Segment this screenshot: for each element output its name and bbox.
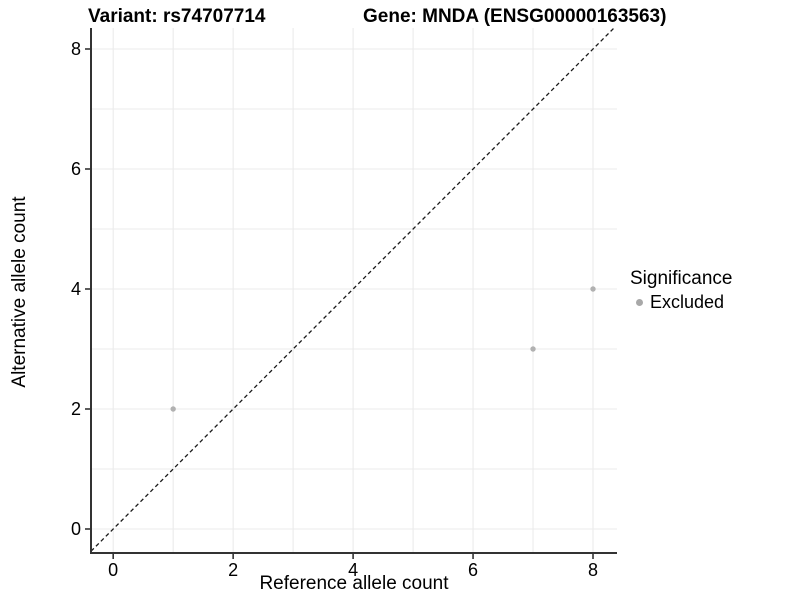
y-axis-title: Alternative allele count: [9, 196, 30, 388]
data-point: [530, 346, 536, 352]
x-tick-label: 4: [348, 560, 358, 580]
x-tick-label: 0: [108, 560, 118, 580]
y-tick-label: 8: [71, 39, 81, 59]
plot-title-gene: Gene: MNDA (ENSG00000163563): [363, 6, 667, 27]
legend: Significance Excluded: [630, 268, 732, 313]
x-tick-label: 8: [588, 560, 598, 580]
legend-item-excluded: Excluded: [630, 292, 732, 313]
identity-line: [90, 27, 615, 552]
x-axis-title: Reference allele count: [259, 573, 449, 594]
y-tick-label: 4: [71, 279, 81, 299]
x-tick-label: 2: [228, 560, 238, 580]
y-tick-label: 2: [71, 399, 81, 419]
y-tick-label: 6: [71, 159, 81, 179]
legend-item-label: Excluded: [650, 292, 725, 312]
x-tick-label: 6: [468, 560, 478, 580]
y-tick-label: 0: [71, 519, 81, 539]
excluded-point-swatch: [636, 299, 643, 306]
plot-title-variant: Variant: rs74707714: [88, 6, 266, 27]
data-point: [170, 406, 176, 412]
data-point: [590, 286, 596, 292]
legend-title: Significance: [630, 268, 733, 289]
